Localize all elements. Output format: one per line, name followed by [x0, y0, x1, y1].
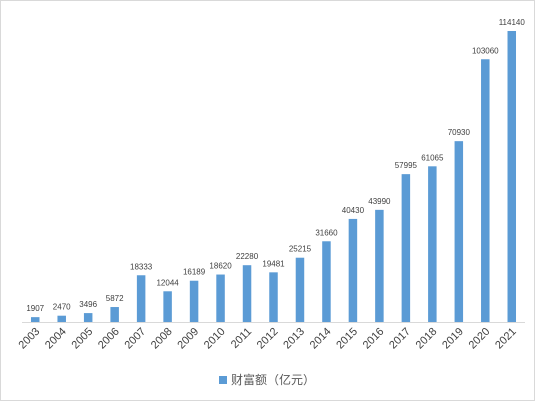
bar-2004 — [57, 315, 66, 322]
bar-2019 — [454, 141, 464, 322]
legend-label: 财富额（亿元） — [231, 372, 315, 387]
x-axis-ticks: 2003 2004 2005 2006 2007 2008 2009 2010 2011 2012… — [17, 326, 519, 352]
x-tick-2004: 2004 — [43, 326, 69, 352]
bar-2012 — [269, 272, 278, 322]
bar-2009 — [189, 280, 199, 322]
data-label-2016: 43990 — [368, 197, 391, 206]
x-tick-2011: 2011 — [229, 326, 254, 351]
x-tick-2014: 2014 — [308, 326, 334, 352]
bar-2007 — [136, 275, 146, 322]
legend-swatch — [219, 376, 227, 384]
bar-2008 — [163, 291, 172, 322]
x-tick-2008: 2008 — [149, 326, 175, 352]
data-label-2017: 57995 — [395, 161, 418, 170]
data-label-2011: 22280 — [236, 252, 259, 261]
bar-2005 — [83, 313, 93, 322]
bar-2011 — [242, 265, 252, 322]
data-label-2012: 19481 — [262, 259, 285, 268]
x-tick-2016: 2016 — [361, 326, 387, 352]
data-label-2006: 5872 — [106, 294, 124, 303]
x-tick-2019: 2019 — [440, 326, 466, 352]
x-tick-2012: 2012 — [255, 326, 281, 352]
data-label-2015: 40430 — [342, 206, 365, 215]
bar-2020 — [481, 59, 490, 322]
data-label-2009: 16189 — [183, 268, 206, 277]
data-label-2019: 70930 — [448, 128, 471, 137]
data-label-2021: 114140 — [499, 18, 526, 27]
bar-2018 — [428, 166, 437, 322]
data-label-2007: 18333 — [130, 262, 153, 271]
x-tick-2009: 2009 — [175, 326, 201, 352]
data-label-2004: 2470 — [53, 303, 71, 312]
bar-2014 — [322, 241, 331, 322]
data-label-2005: 3496 — [79, 300, 97, 309]
bar-2016 — [375, 209, 384, 322]
x-tick-2006: 2006 — [96, 326, 122, 352]
data-label-2020: 103060 — [472, 46, 499, 55]
data-label-2008: 12044 — [156, 278, 179, 287]
data-label-2018: 61065 — [421, 153, 444, 162]
x-tick-2020: 2020 — [467, 326, 493, 352]
bar-2013 — [295, 257, 305, 322]
data-label-2013: 25215 — [289, 245, 312, 254]
x-tick-2013: 2013 — [281, 326, 307, 352]
bar-2015 — [348, 218, 358, 322]
data-label-2014: 31660 — [315, 228, 338, 237]
x-tick-2005: 2005 — [70, 326, 96, 352]
x-tick-2003: 2003 — [17, 326, 43, 352]
bar-2003 — [30, 317, 40, 322]
x-tick-2007: 2007 — [122, 326, 148, 352]
x-tick-2021: 2021 — [493, 326, 519, 352]
bar-2017 — [401, 174, 411, 322]
data-label-2003: 1907 — [26, 304, 44, 313]
data-label-2010: 18620 — [209, 262, 232, 271]
x-tick-2015: 2015 — [334, 326, 360, 352]
legend: 财富额（亿元） — [219, 372, 315, 387]
x-tick-2018: 2018 — [414, 326, 440, 352]
bar-2010 — [216, 274, 225, 322]
x-tick-2017: 2017 — [387, 326, 413, 352]
x-tick-2010: 2010 — [202, 326, 228, 352]
bar-2021 — [507, 31, 517, 322]
bar-2006 — [110, 307, 119, 322]
